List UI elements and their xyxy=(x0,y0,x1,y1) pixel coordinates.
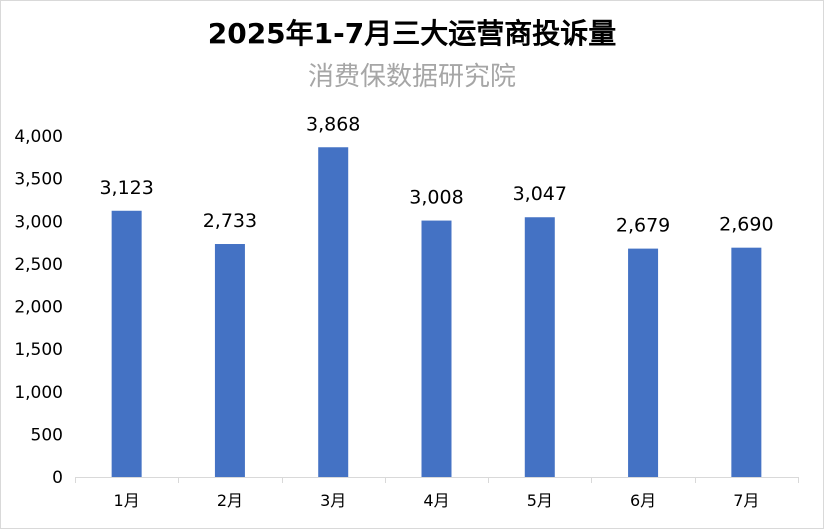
x-tick-label: 5月 xyxy=(527,491,553,510)
y-tick-label: 1,500 xyxy=(14,340,63,360)
y-tick-label: 3,000 xyxy=(14,212,63,232)
x-tick-label: 3月 xyxy=(320,491,346,510)
bar xyxy=(524,217,555,477)
axis-layer: 0 500 1,000 1,500 2,000 2,500 3,000 3,500 4,000 1… xyxy=(14,127,799,510)
bar xyxy=(318,147,349,478)
y-tick-label: 3,500 xyxy=(14,170,63,190)
y-tick-label: 2,000 xyxy=(14,298,63,318)
bar xyxy=(421,220,452,477)
chart-title: 2025年1-7月三大运营商投诉量 xyxy=(207,17,617,50)
bar xyxy=(111,210,142,477)
y-tick-label: 4,000 xyxy=(14,127,63,147)
x-tick-label: 4月 xyxy=(423,491,449,510)
bar xyxy=(628,248,659,477)
x-tick-label: 1月 xyxy=(114,491,140,510)
data-label: 2,679 xyxy=(616,215,670,237)
y-tick-label: 0 xyxy=(52,468,63,488)
bar-layer xyxy=(111,147,762,478)
data-label: 3,047 xyxy=(513,183,567,205)
y-tick-label: 1,000 xyxy=(14,383,63,403)
y-tick-label: 2,500 xyxy=(14,255,63,275)
data-label: 2,690 xyxy=(719,214,773,236)
data-label: 2,733 xyxy=(203,210,257,232)
data-label: 3,868 xyxy=(306,113,360,135)
bar xyxy=(214,244,245,477)
y-tick-label: 500 xyxy=(31,425,63,445)
data-label-layer: 3,123 2,733 3,868 3,008 3,047 2,679 2,690 xyxy=(99,113,773,236)
bar xyxy=(731,247,762,477)
data-label: 3,008 xyxy=(409,187,463,209)
x-tick-label: 2月 xyxy=(217,491,243,510)
chart-subtitle: 消费保数据研究院 xyxy=(307,62,516,92)
x-tick-label: 6月 xyxy=(630,491,656,510)
data-label: 3,123 xyxy=(99,177,153,199)
x-tick-label: 7月 xyxy=(733,491,759,510)
